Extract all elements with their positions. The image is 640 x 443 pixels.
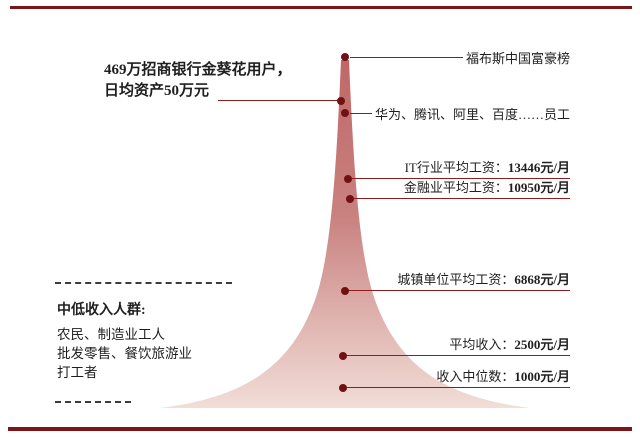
callout-label: 金融业平均工资： bbox=[403, 180, 508, 195]
callout-value: 2500元/月 bbox=[514, 337, 570, 352]
dashed-level-line-lower bbox=[55, 401, 131, 403]
callout-label: 平均收入： bbox=[449, 337, 515, 352]
data-point-dot bbox=[337, 97, 345, 105]
callout-urban-unit-average-wage: 城镇单位平均工资：6868元/月 bbox=[341, 269, 570, 295]
callout-value: 1000元/月 bbox=[514, 369, 570, 384]
distribution-curve-shape bbox=[160, 60, 530, 408]
callout-it-average-wage: IT行业平均工资：13446元/月 bbox=[344, 157, 570, 183]
data-point-dot bbox=[346, 195, 354, 203]
callout-label: 收入中位数： bbox=[436, 369, 515, 384]
data-point-dot bbox=[339, 352, 347, 360]
callout-forbes-rich-list: 福布斯中国富豪榜 bbox=[341, 48, 570, 66]
bottom-border-rule bbox=[8, 427, 632, 431]
callout-average-income: 平均收入：2500元/月 bbox=[339, 334, 570, 360]
leader-line bbox=[218, 100, 340, 101]
group-line: 打工者 bbox=[57, 365, 98, 380]
callout-value: 10950元/月 bbox=[507, 180, 570, 195]
data-point-dot bbox=[344, 175, 352, 183]
top-border-rule bbox=[10, 6, 632, 9]
callout-label: 福布斯中国富豪榜 bbox=[465, 50, 570, 66]
group-title: 中低收入人群: bbox=[57, 303, 146, 318]
group-line: 农民、制造业工人 bbox=[57, 327, 165, 342]
low-income-group-label: 中低收入人群: 农民、制造业工人 批发零售、餐饮旅游业 打工者 bbox=[57, 301, 192, 382]
data-point-dot bbox=[339, 384, 347, 392]
data-point-dot bbox=[341, 287, 349, 295]
callout-tech-company-employees: 华为、腾讯、阿里、百度……员工 bbox=[341, 104, 570, 122]
callout-value: 6868元/月 bbox=[514, 272, 570, 287]
group-line: 批发零售、餐饮旅游业 bbox=[57, 346, 192, 361]
callout-label: 城镇单位平均工资： bbox=[397, 272, 515, 287]
callout-label-line2: 日均资产50万元 bbox=[104, 83, 210, 99]
callout-label: IT行业平均工资： bbox=[404, 160, 508, 175]
callout-value: 13446元/月 bbox=[507, 160, 570, 175]
callout-cmb-golden-sunflower-users: 469万招商银行金葵花用户， 日均资产50万元 bbox=[104, 60, 292, 102]
callout-label-line1: 469万招商银行金葵花用户， bbox=[104, 62, 292, 78]
callout-median-income: 收入中位数：1000元/月 bbox=[339, 366, 570, 392]
callout-finance-average-wage: 金融业平均工资：10950元/月 bbox=[346, 177, 570, 203]
data-point-dot bbox=[341, 109, 349, 117]
leader-line bbox=[350, 56, 463, 58]
leader-line bbox=[350, 112, 372, 114]
dashed-level-line-upper bbox=[55, 282, 232, 284]
callout-label: 华为、腾讯、阿里、百度……员工 bbox=[374, 106, 570, 122]
data-point-dot bbox=[341, 53, 349, 61]
